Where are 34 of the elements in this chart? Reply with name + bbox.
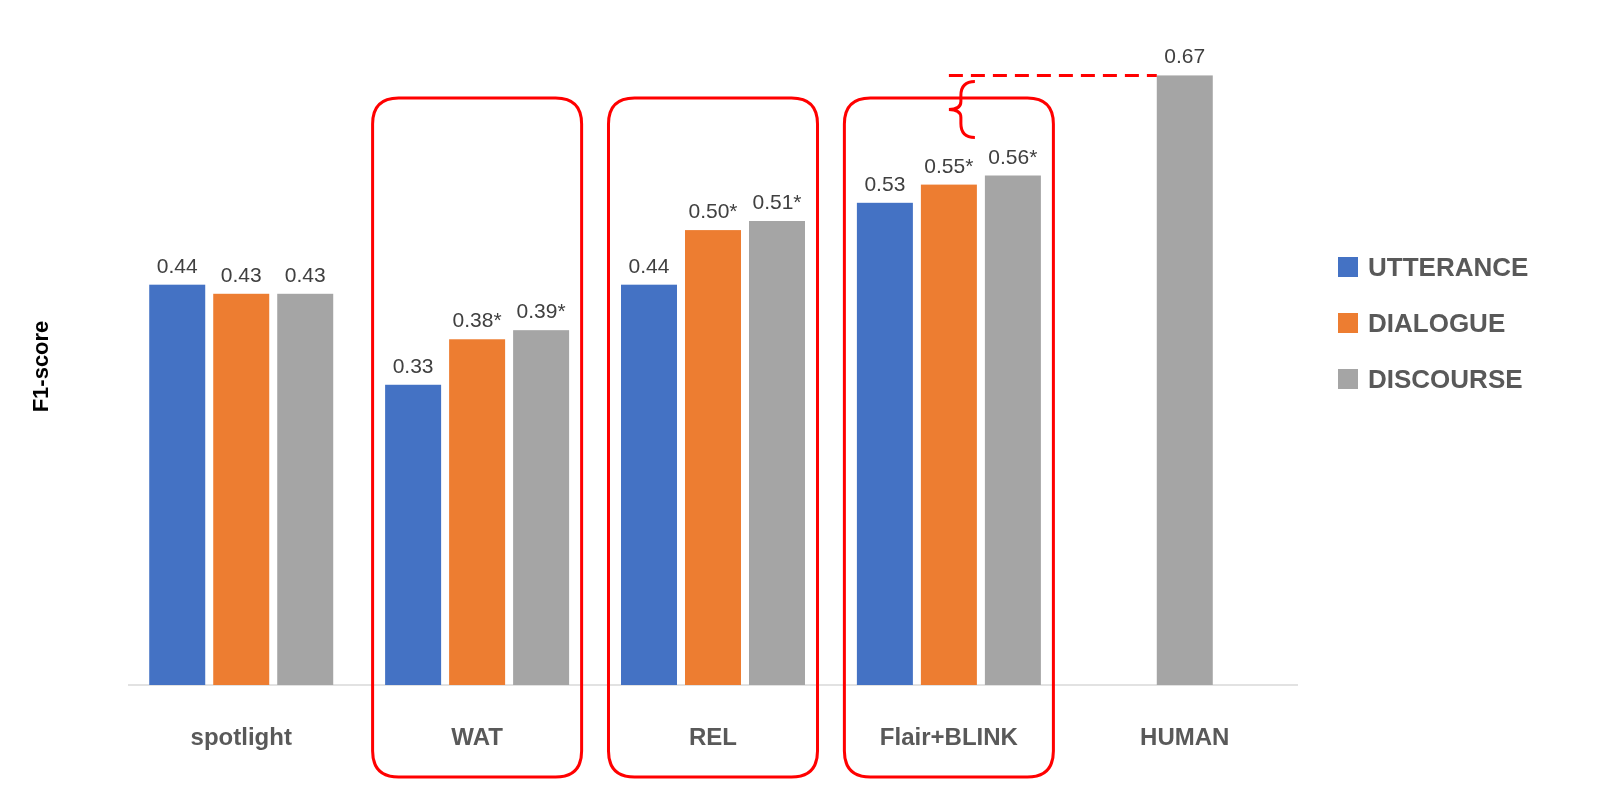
bar xyxy=(856,202,913,685)
bar xyxy=(920,184,977,685)
legend-label: DISCOURSE xyxy=(1368,364,1523,394)
x-tick-label: HUMAN xyxy=(1140,723,1230,750)
data-label: 0.56* xyxy=(988,144,1038,168)
bar xyxy=(213,293,270,685)
bar xyxy=(685,230,741,685)
data-label: 0.44 xyxy=(628,253,670,277)
data-label: 0.44 xyxy=(156,253,198,277)
data-label: 0.43 xyxy=(284,262,326,286)
data-label: 0.39* xyxy=(516,299,566,323)
bar xyxy=(277,293,334,685)
bar xyxy=(984,175,1041,685)
x-tick-label: Flair+BLINK xyxy=(879,723,1019,750)
bar xyxy=(385,384,442,685)
bar xyxy=(449,339,506,685)
data-label: 0.67 xyxy=(1164,44,1206,68)
data-label: 0.53 xyxy=(864,171,906,195)
data-label: 0.50* xyxy=(688,199,738,223)
bar xyxy=(749,221,805,685)
bar xyxy=(149,284,206,685)
data-label: 0.43 xyxy=(220,262,262,286)
bar xyxy=(513,330,570,685)
y-axis-title: F1-score xyxy=(28,320,53,413)
legend-label: DIALOGUE xyxy=(1368,308,1506,338)
data-label: 0.55* xyxy=(924,153,974,177)
x-tick-label: WAT xyxy=(451,723,504,750)
legend-label: UTTERANCE xyxy=(1368,252,1529,282)
data-label: 0.33 xyxy=(392,353,434,377)
data-label: 0.51* xyxy=(752,190,802,213)
data-label: 0.38* xyxy=(452,308,502,332)
bar xyxy=(621,284,677,685)
x-tick-label: spotlight xyxy=(190,723,292,750)
x-tick-label: REL xyxy=(689,723,737,750)
